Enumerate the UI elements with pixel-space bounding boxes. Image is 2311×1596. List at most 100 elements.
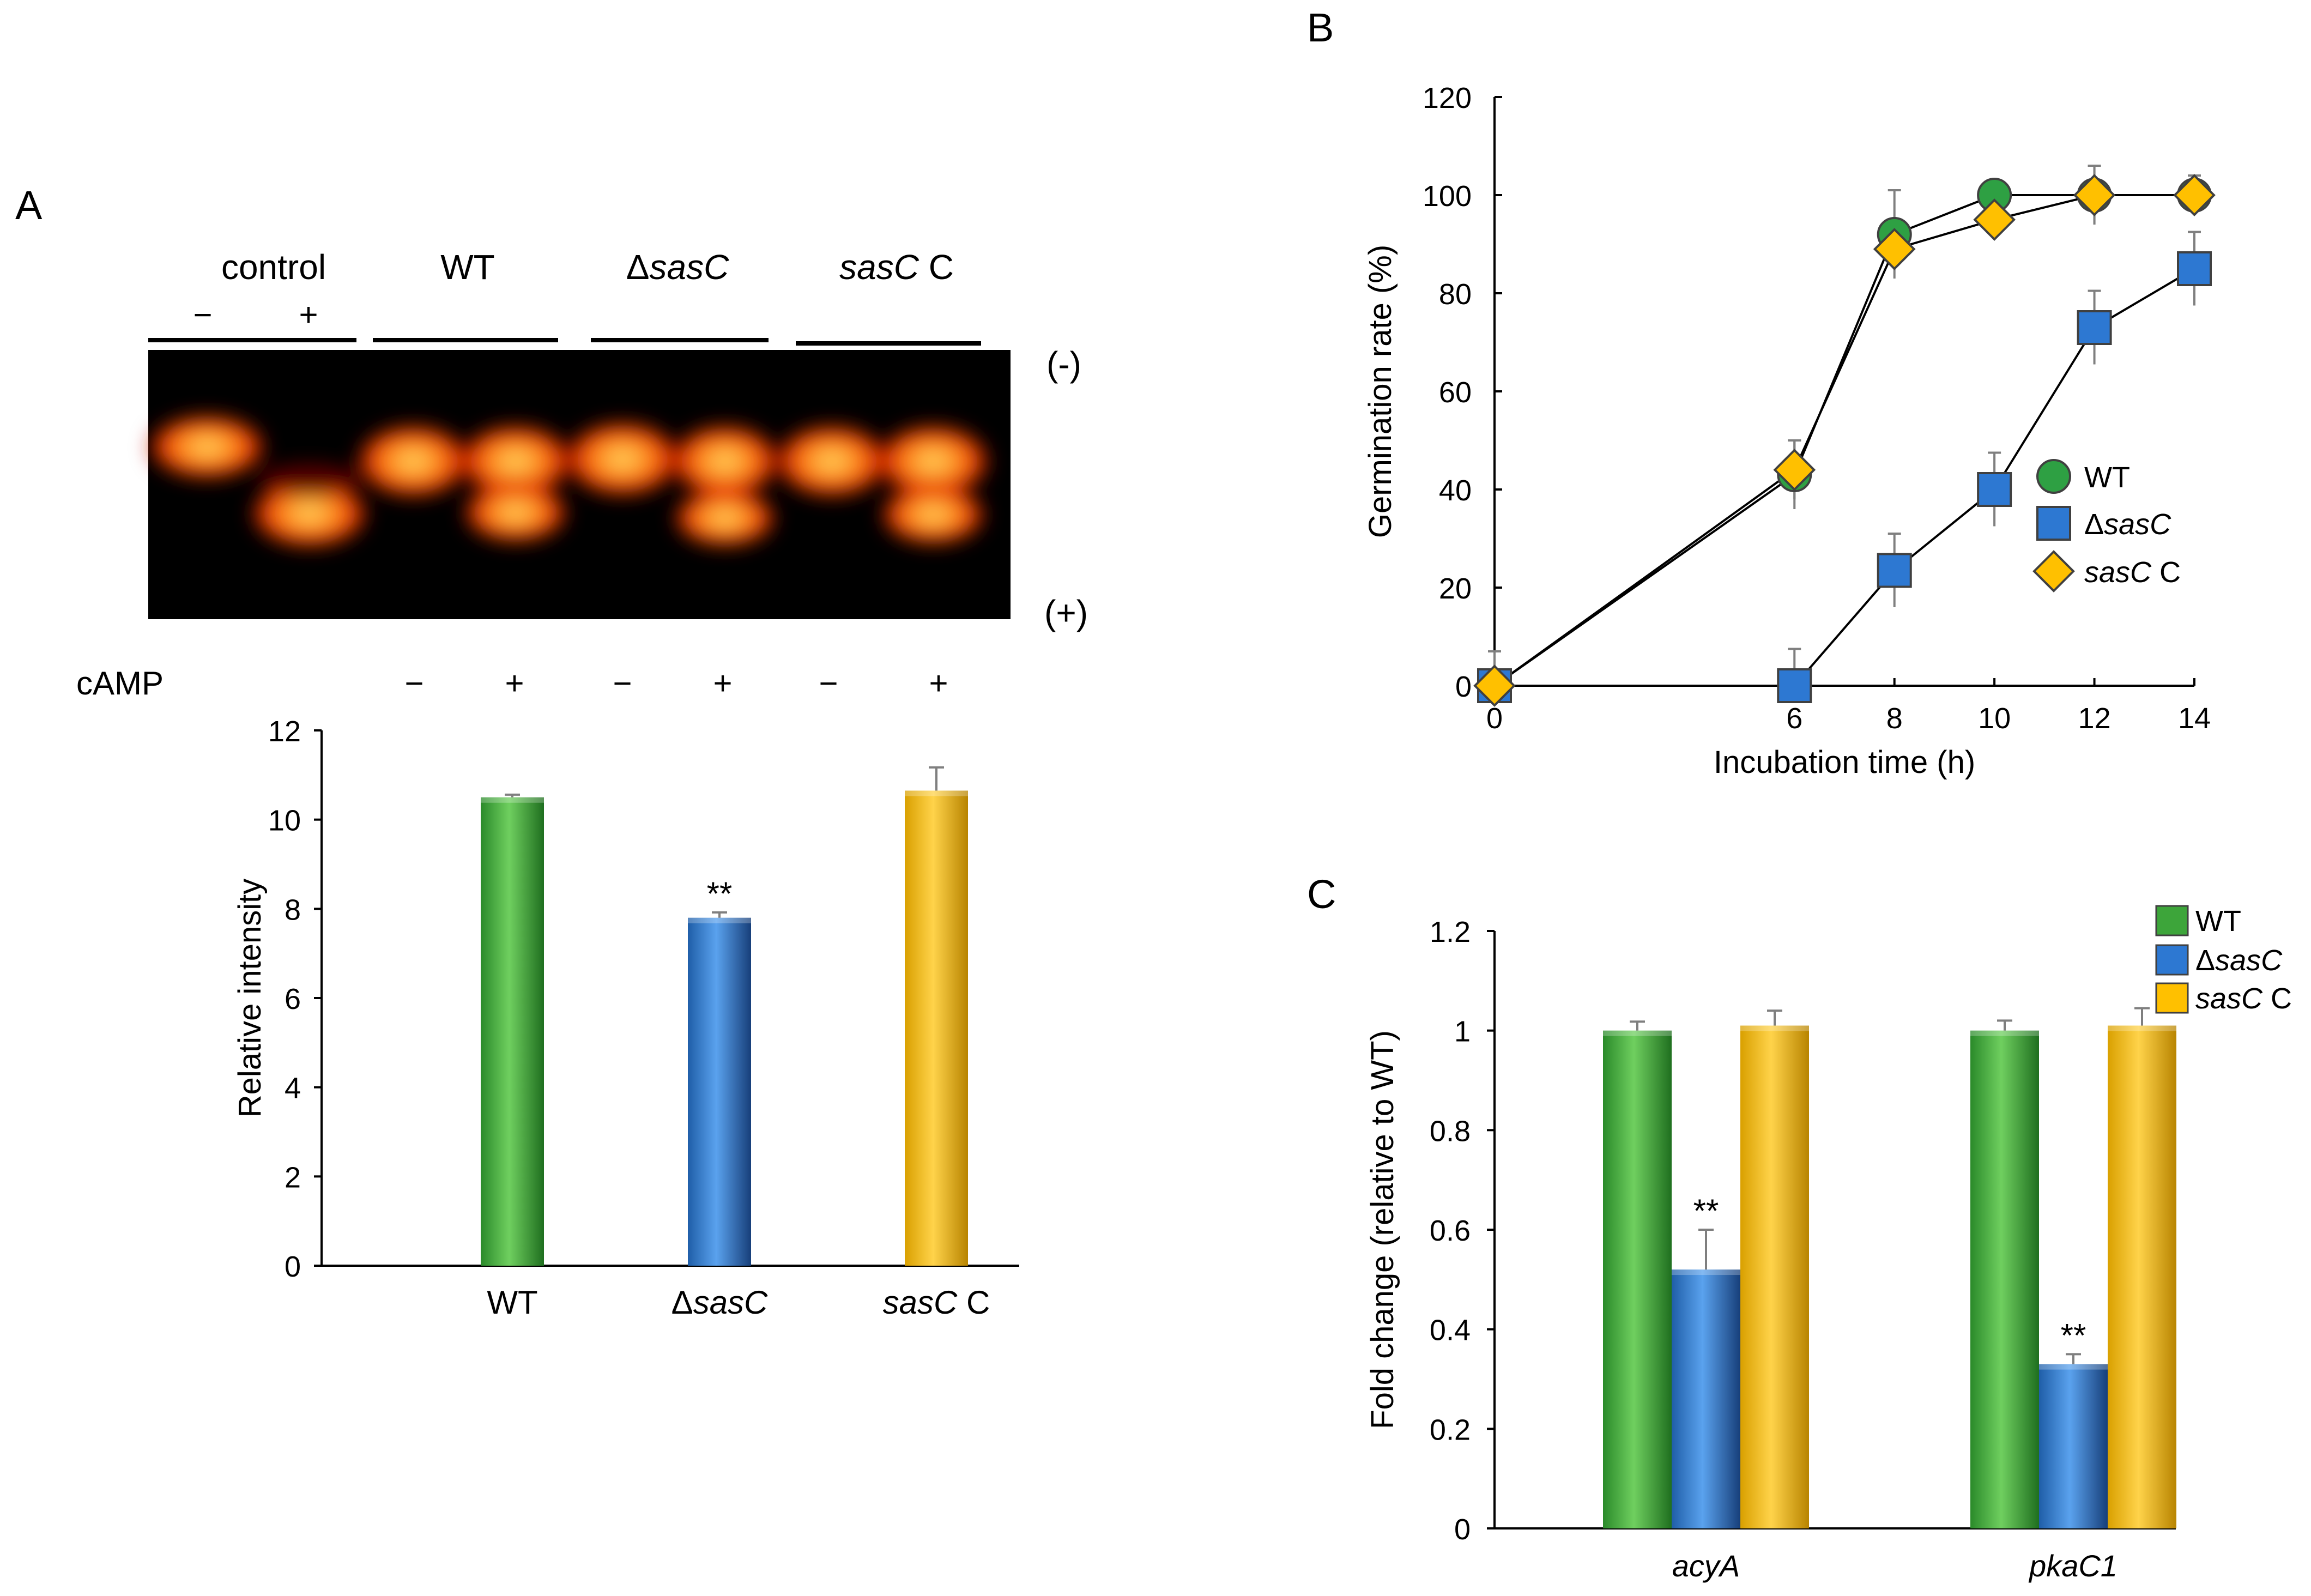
c-bar [2039,1364,2108,1528]
a-y-tick-label: 6 [285,983,301,1015]
b-legend-label-italic: sasC [2084,556,2152,589]
gel-label-control: control [221,247,326,287]
b-x-tick-label: 12 [2078,702,2111,735]
camp-label: cAMP [76,665,164,702]
c-legend-label: sasC C [2195,982,2292,1015]
b-point [1473,664,1516,707]
c-y-tick-label: 0.6 [1430,1214,1471,1247]
b-legend-label-italic: sasC [2104,508,2171,541]
c-legend-swatch [2155,905,2189,936]
b-x-tick-label: 8 [1886,702,1903,735]
b-point [1777,668,1812,703]
c-legend-swatch [2155,944,2189,976]
b-point [2177,251,2212,286]
a-x-tick-label-italic: sasC [693,1284,768,1321]
polarity-bottom: (+) [1044,593,1088,632]
camp-sign: − [613,665,632,702]
camp-sign: − [404,665,424,702]
a-x-tick-label-suffix: C [957,1284,990,1321]
c-y-tick-label: 0 [1454,1513,1471,1546]
camp-sign: + [505,665,524,702]
b-legend-label-prefix: Δ [2084,508,2104,541]
b-x-tick-label: 14 [2178,702,2211,735]
control-plus: + [299,297,318,333]
b-point [1877,553,1912,588]
b-y-axis-label: Germination rate (%) [1363,245,1398,538]
b-x-tick-label: 10 [1978,702,2011,735]
c-legend-label: WT [2195,905,2241,938]
b-legend-marker [2036,506,2071,541]
c-bar-cap [1740,1025,1809,1031]
control-minus: − [193,297,212,333]
b-legend-label: ΔsasC [2084,508,2171,541]
c-y-tick-label: 1.2 [1430,916,1471,948]
b-legend-marker [2036,459,2071,494]
b-point [1977,472,2012,507]
a-x-tick-label: WT [487,1284,537,1321]
gel-label-dsasc: ΔsasC [626,247,729,287]
b-y-tick-label: 20 [1439,572,1472,605]
c-bar [1740,1025,1809,1528]
c-x-tick-label: pkaC1 [2028,1549,2118,1583]
c-bar [1603,1030,1672,1528]
a-y-tick-label: 12 [268,715,301,748]
camp-sign: + [713,665,732,702]
c-legend-label-italic: sasC [2195,982,2263,1015]
camp-signs: − + − + − + [404,665,948,702]
c-y-tick-label: 1 [1454,1015,1471,1048]
b-point [1873,228,1916,270]
b-y-tick-label: 100 [1423,180,1472,213]
panel-label-b: B [1307,5,1334,50]
c-legend-swatch [2155,982,2189,1014]
a-significance: ** [707,875,733,912]
a-bar-cap [688,917,751,923]
c-significance: ** [2061,1317,2086,1353]
a-bar-cap [481,797,544,803]
a-y-tick-label: 2 [285,1161,301,1194]
c-bar [1672,1269,1740,1528]
c-bar [1970,1030,2039,1528]
c-significance: ** [1693,1193,1719,1229]
panel-label-a: A [15,183,43,228]
gel-image [146,350,1011,619]
c-y-tick-label: 0.2 [1430,1413,1471,1446]
c-y-tick-label: 0.4 [1430,1314,1471,1347]
c-y-axis-label: Fold change (relative to WT) [1365,1030,1400,1429]
c-legend-label-suffix: WT [2195,905,2241,938]
a-x-tick-label-italic: sasC [883,1284,958,1321]
chart-c-fold-change: 0 0.2 0.4 0.6 0.8 1 1.2 Fold change (relative t… [1365,905,2292,1583]
c-legend-label-prefix: Δ [2195,944,2215,977]
b-legend-label: sasC C [2084,556,2181,589]
b-point [2077,310,2112,345]
c-legend-label-suffix: C [2262,982,2292,1015]
a-x-tick-label: sasC C [883,1284,990,1321]
c-bar-cap [2108,1025,2176,1031]
panel-label-c: C [1307,872,1336,917]
b-y-tick-label: 80 [1439,278,1472,311]
a-y-tick-label: 4 [285,1072,301,1105]
b-y-tick-label: 120 [1423,82,1472,114]
b-y-tick-label: 40 [1439,474,1472,507]
camp-sign: − [819,665,838,702]
b-point [2073,174,2116,216]
b-legend-label: WT [2084,461,2130,494]
c-bar-cap [1970,1030,2039,1036]
b-x-axis-label: Incubation time (h) [1714,745,1975,780]
b-legend-marker [2032,550,2075,593]
c-bar-cap [1672,1269,1740,1275]
b-x-tick-label: 6 [1786,702,1802,735]
c-x-tick-label: acyA [1672,1549,1740,1583]
b-y-tick-label: 0 [1455,670,1472,703]
a-y-tick-label: 8 [285,893,301,926]
a-bar [688,917,751,1266]
a-bar [481,797,544,1266]
b-point [1973,198,2016,241]
a-bar-cap [905,790,968,796]
gel-label-wt: WT [440,247,495,287]
a-bar [905,790,968,1266]
chart-b-germination: 0 20 40 60 80 100 120 0 6 8 10 12 14 Incubation time … [1363,82,2216,780]
c-legend-label-italic: sasC [2215,944,2283,977]
c-bar-cap [1603,1030,1672,1036]
gel-label-sascc: sasC C [839,247,954,287]
b-legend-label-suffix: WT [2084,461,2130,494]
